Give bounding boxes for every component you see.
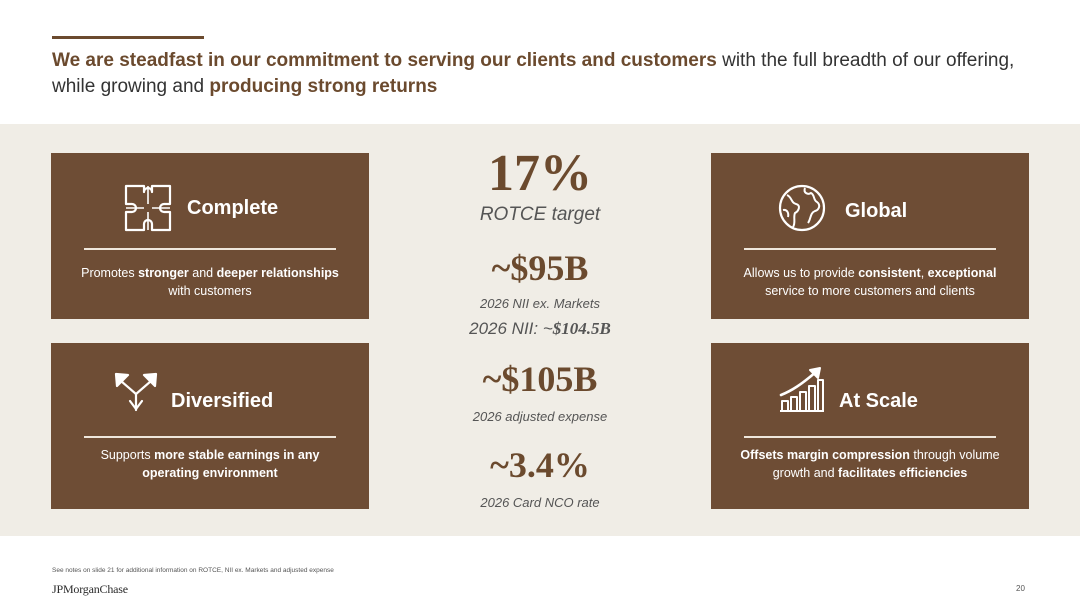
card-at-scale: At Scale Offsets margin compression thro… (711, 343, 1029, 509)
rotce-value: 17% (488, 145, 592, 202)
headline-emphasis-2: producing strong returns (209, 76, 438, 97)
card-title: Diversified (171, 390, 274, 412)
card-divider (84, 436, 336, 438)
card-divider (84, 248, 336, 250)
nii-value: ~$95B (491, 248, 589, 288)
nii-total: 2026 NII: ~$104.5B (469, 319, 611, 338)
expense-value: ~$105B (482, 359, 598, 399)
globe-icon (777, 183, 827, 233)
growth-chart-icon (777, 365, 827, 415)
nco-label: 2026 Card NCO rate (480, 495, 600, 510)
card-title: At Scale (839, 390, 918, 412)
page-number: 20 (1016, 584, 1025, 593)
headline-emphasis-1: We are steadfast in our commitment to se… (52, 50, 717, 71)
expense-label: 2026 adjusted expense (472, 409, 608, 424)
card-description: Offsets margin compression through volum… (740, 448, 1000, 480)
card-description: Supports more stable earnings in any ope… (100, 448, 320, 480)
footnote: See notes on slide 21 for additional inf… (52, 567, 334, 574)
nco-value: ~3.4% (490, 445, 590, 485)
slide-headline: We are steadfast in our commitment to se… (52, 48, 1042, 100)
nii-label: 2026 NII ex. Markets (480, 296, 600, 311)
rotce-label: ROTCE target (479, 204, 601, 225)
headline-text: with the full breadth of our offering, w… (52, 50, 1015, 97)
title-accent-rule (52, 36, 204, 39)
branching-arrows-icon (111, 365, 161, 415)
company-logo: JPMorganChase (52, 582, 128, 596)
card-diversified: Diversified Supports more stable earning… (51, 343, 369, 509)
card-complete: Complete Promotes stronger and deeper re… (51, 153, 369, 319)
card-divider (744, 248, 996, 250)
card-global: Global Allows us to provide consistent, … (711, 153, 1029, 319)
card-title: Global (845, 200, 908, 222)
card-divider (744, 436, 996, 438)
card-description: Promotes stronger and deeper relationshi… (81, 266, 339, 298)
puzzle-icon (123, 183, 173, 233)
card-title: Complete (187, 197, 279, 219)
card-description: Allows us to provide consistent, excepti… (743, 266, 997, 298)
